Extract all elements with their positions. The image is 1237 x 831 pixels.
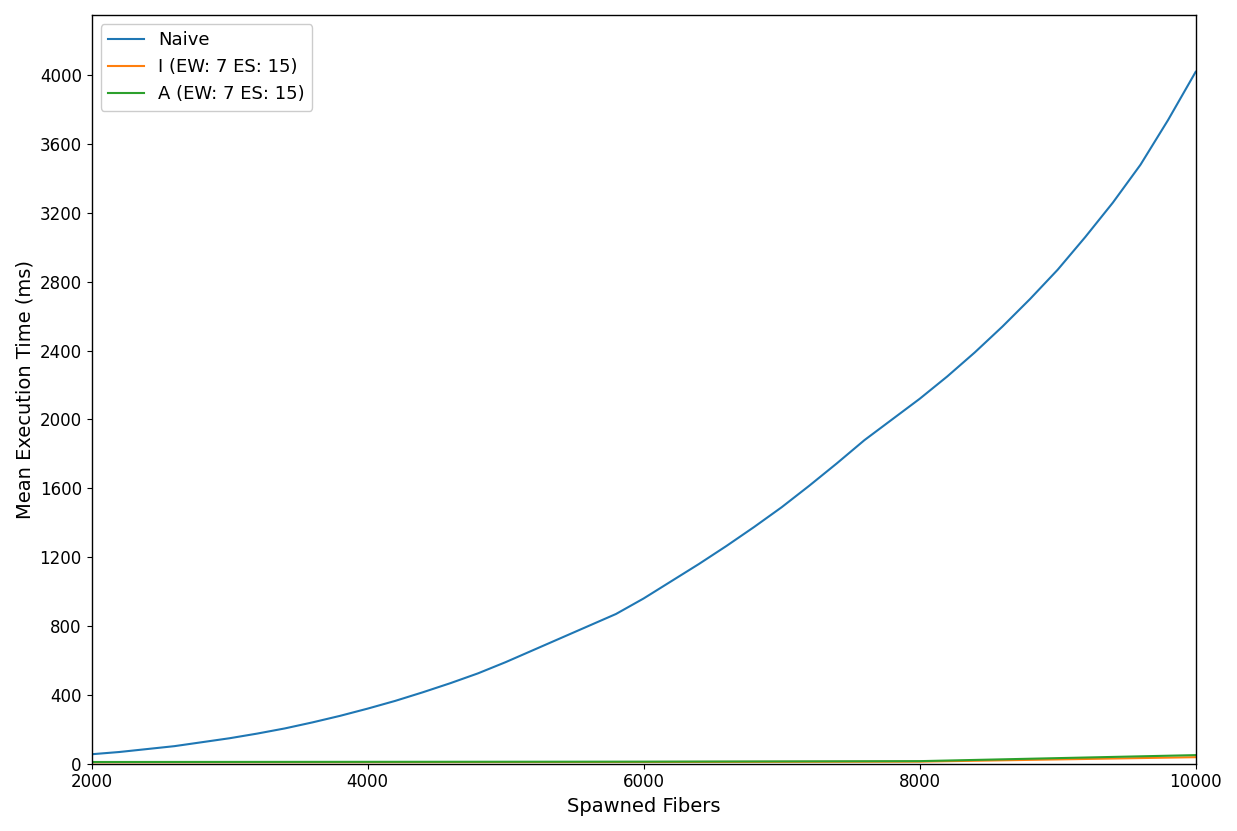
A (EW: 7 ES: 15): (6e+03, 12): 7 ES: 15): (6e+03, 12) (636, 757, 651, 767)
Naive (940, 371, 955, 381)
Naive (912, 394, 927, 404)
Naive (194, 737, 209, 747)
Naive (719, 541, 734, 551)
Naive (830, 459, 845, 469)
Naive (691, 559, 706, 569)
Naive (306, 717, 320, 727)
Naive (581, 621, 596, 631)
Naive (277, 724, 292, 734)
Line: Naive: Naive (92, 71, 1196, 755)
I (EW: 7 ES: 15): (8e+03, 12): 7 ES: 15): (8e+03, 12) (912, 757, 927, 767)
Naive (1133, 160, 1148, 170)
I (EW: 7 ES: 15): (2e+03, 8): 7 ES: 15): (2e+03, 8) (84, 757, 99, 767)
Naive (553, 633, 568, 643)
Naive (360, 704, 375, 714)
Naive (223, 733, 238, 743)
I (EW: 7 ES: 15): (1e+04, 38): 7 ES: 15): (1e+04, 38) (1189, 752, 1204, 762)
Naive (167, 741, 182, 751)
Naive (470, 668, 485, 678)
Naive (333, 711, 348, 720)
Naive (774, 502, 789, 512)
Naive (802, 481, 816, 491)
A (EW: 7 ES: 15): (8e+03, 15): 7 ES: 15): (8e+03, 15) (912, 756, 927, 766)
A (EW: 7 ES: 15): (2e+03, 10): 7 ES: 15): (2e+03, 10) (84, 757, 99, 767)
Naive (526, 645, 541, 655)
Naive (1160, 115, 1175, 125)
Naive (857, 435, 872, 445)
Line: I (EW: 7 ES: 15): I (EW: 7 ES: 15) (92, 757, 1196, 762)
Naive (1023, 294, 1038, 304)
Naive (1189, 66, 1204, 76)
Naive (416, 687, 430, 697)
I (EW: 7 ES: 15): (4e+03, 9): 7 ES: 15): (4e+03, 9) (360, 757, 375, 767)
Naive (140, 744, 155, 754)
Line: A (EW: 7 ES: 15): A (EW: 7 ES: 15) (92, 755, 1196, 762)
Legend: Naive, I (EW: 7 ES: 15), A (EW: 7 ES: 15): Naive, I (EW: 7 ES: 15), A (EW: 7 ES: 15… (100, 24, 312, 111)
Naive (1050, 265, 1065, 275)
Naive (1106, 198, 1121, 208)
Naive (636, 593, 651, 603)
Naive (664, 576, 679, 586)
I (EW: 7 ES: 15): (6e+03, 10): 7 ES: 15): (6e+03, 10) (636, 757, 651, 767)
Naive (387, 696, 402, 706)
Naive (1077, 232, 1092, 242)
Naive (884, 415, 899, 425)
Y-axis label: Mean Execution Time (ms): Mean Execution Time (ms) (15, 260, 33, 519)
Naive (609, 609, 623, 619)
Naive (967, 347, 982, 357)
X-axis label: Spawned Fibers: Spawned Fibers (567, 797, 720, 816)
A (EW: 7 ES: 15): (4e+03, 11): 7 ES: 15): (4e+03, 11) (360, 757, 375, 767)
Naive (111, 747, 126, 757)
Naive (443, 678, 458, 688)
Naive (747, 522, 762, 532)
Naive (250, 729, 265, 739)
Naive (84, 750, 99, 760)
A (EW: 7 ES: 15): (1e+04, 50): 7 ES: 15): (1e+04, 50) (1189, 750, 1204, 760)
Naive (995, 322, 1009, 332)
Naive (499, 657, 513, 667)
